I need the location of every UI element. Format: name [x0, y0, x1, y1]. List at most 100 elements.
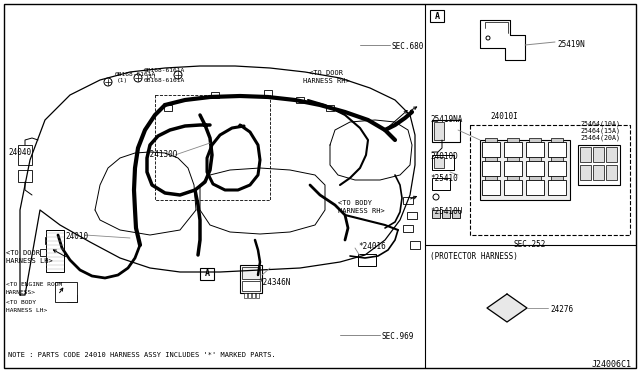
- Bar: [403, 225, 413, 232]
- Bar: [548, 180, 566, 195]
- Bar: [248, 293, 251, 298]
- Text: 0B168-6161A: 0B168-6161A: [115, 72, 156, 77]
- Circle shape: [134, 74, 142, 82]
- Text: HARNESS>: HARNESS>: [6, 290, 36, 295]
- Bar: [242, 281, 260, 291]
- Bar: [551, 138, 563, 142]
- Bar: [211, 92, 219, 98]
- Bar: [551, 157, 563, 161]
- Bar: [606, 147, 617, 162]
- Text: SEC.969: SEC.969: [382, 332, 414, 341]
- Bar: [480, 140, 570, 200]
- Bar: [485, 176, 497, 180]
- Text: 24010: 24010: [65, 232, 88, 241]
- Bar: [407, 212, 417, 219]
- Text: <TO BODY: <TO BODY: [338, 200, 372, 206]
- Text: *25410U: *25410U: [430, 207, 462, 216]
- Bar: [482, 161, 500, 176]
- Text: A: A: [205, 269, 209, 279]
- Bar: [410, 241, 420, 249]
- Bar: [434, 122, 444, 140]
- Bar: [244, 293, 247, 298]
- Bar: [296, 97, 304, 103]
- Text: 0B168-6161A: 0B168-6161A: [144, 78, 185, 83]
- Bar: [55, 282, 77, 302]
- Text: (PROTECTOR HARNESS): (PROTECTOR HARNESS): [430, 252, 518, 261]
- Text: *24346N: *24346N: [258, 278, 291, 287]
- Bar: [57, 287, 67, 294]
- Polygon shape: [487, 294, 527, 322]
- Text: 25464(20A): 25464(20A): [580, 134, 620, 141]
- Text: 24010I: 24010I: [490, 112, 518, 121]
- Bar: [526, 161, 544, 176]
- Bar: [593, 165, 604, 180]
- Bar: [242, 267, 260, 279]
- Bar: [18, 145, 32, 165]
- Circle shape: [174, 71, 182, 79]
- Bar: [526, 142, 544, 157]
- Bar: [18, 170, 32, 182]
- Bar: [452, 210, 460, 218]
- Text: <TO DOOR: <TO DOOR: [309, 70, 343, 76]
- Text: *25410: *25410: [430, 174, 458, 183]
- Text: 25464(10A): 25464(10A): [580, 120, 620, 126]
- Bar: [526, 180, 544, 195]
- Bar: [485, 157, 497, 161]
- Bar: [548, 142, 566, 157]
- Bar: [252, 293, 255, 298]
- Text: HARNESS RH>: HARNESS RH>: [303, 78, 349, 84]
- Text: 25419NA: 25419NA: [430, 115, 462, 124]
- Text: <TO DOOR: <TO DOOR: [6, 250, 40, 256]
- Text: (1): (1): [117, 78, 128, 83]
- Text: 24276: 24276: [550, 305, 573, 314]
- Text: 25464(15A): 25464(15A): [580, 127, 620, 134]
- Bar: [529, 138, 541, 142]
- Text: 25419N: 25419N: [557, 40, 585, 49]
- Bar: [580, 165, 591, 180]
- Bar: [47, 261, 57, 268]
- Bar: [326, 105, 334, 111]
- Bar: [403, 197, 413, 204]
- Circle shape: [104, 78, 112, 86]
- Text: SEC.680: SEC.680: [392, 42, 424, 51]
- Bar: [507, 138, 519, 142]
- Bar: [240, 265, 262, 293]
- Bar: [164, 105, 172, 111]
- Bar: [578, 145, 620, 185]
- Bar: [432, 210, 440, 218]
- Bar: [432, 120, 460, 142]
- Bar: [529, 176, 541, 180]
- Text: HARNESS LH>: HARNESS LH>: [6, 308, 47, 313]
- Text: <TO ENGINE ROOM: <TO ENGINE ROOM: [6, 282, 62, 287]
- Circle shape: [486, 36, 490, 40]
- Bar: [45, 237, 55, 244]
- Bar: [432, 155, 454, 170]
- Text: 24010D: 24010D: [430, 152, 458, 161]
- Bar: [442, 210, 450, 218]
- Text: <TO BODY: <TO BODY: [6, 300, 36, 305]
- Text: J24006C1: J24006C1: [592, 360, 632, 369]
- Bar: [551, 176, 563, 180]
- Bar: [504, 180, 522, 195]
- Bar: [360, 257, 370, 264]
- Bar: [482, 180, 500, 195]
- Circle shape: [433, 194, 439, 200]
- Bar: [430, 10, 444, 22]
- Bar: [434, 157, 444, 168]
- Bar: [548, 161, 566, 176]
- Text: *24130Q: *24130Q: [145, 150, 177, 159]
- Bar: [46, 230, 64, 272]
- Text: *24016: *24016: [358, 242, 386, 251]
- Bar: [507, 176, 519, 180]
- Bar: [529, 157, 541, 161]
- Text: HARNESS RH>: HARNESS RH>: [338, 208, 385, 214]
- Bar: [264, 90, 272, 96]
- Bar: [256, 293, 259, 298]
- Bar: [358, 254, 376, 266]
- Bar: [504, 161, 522, 176]
- Bar: [432, 178, 450, 190]
- Bar: [40, 249, 50, 256]
- Bar: [67, 295, 77, 302]
- Text: 24040: 24040: [8, 148, 31, 157]
- Bar: [482, 142, 500, 157]
